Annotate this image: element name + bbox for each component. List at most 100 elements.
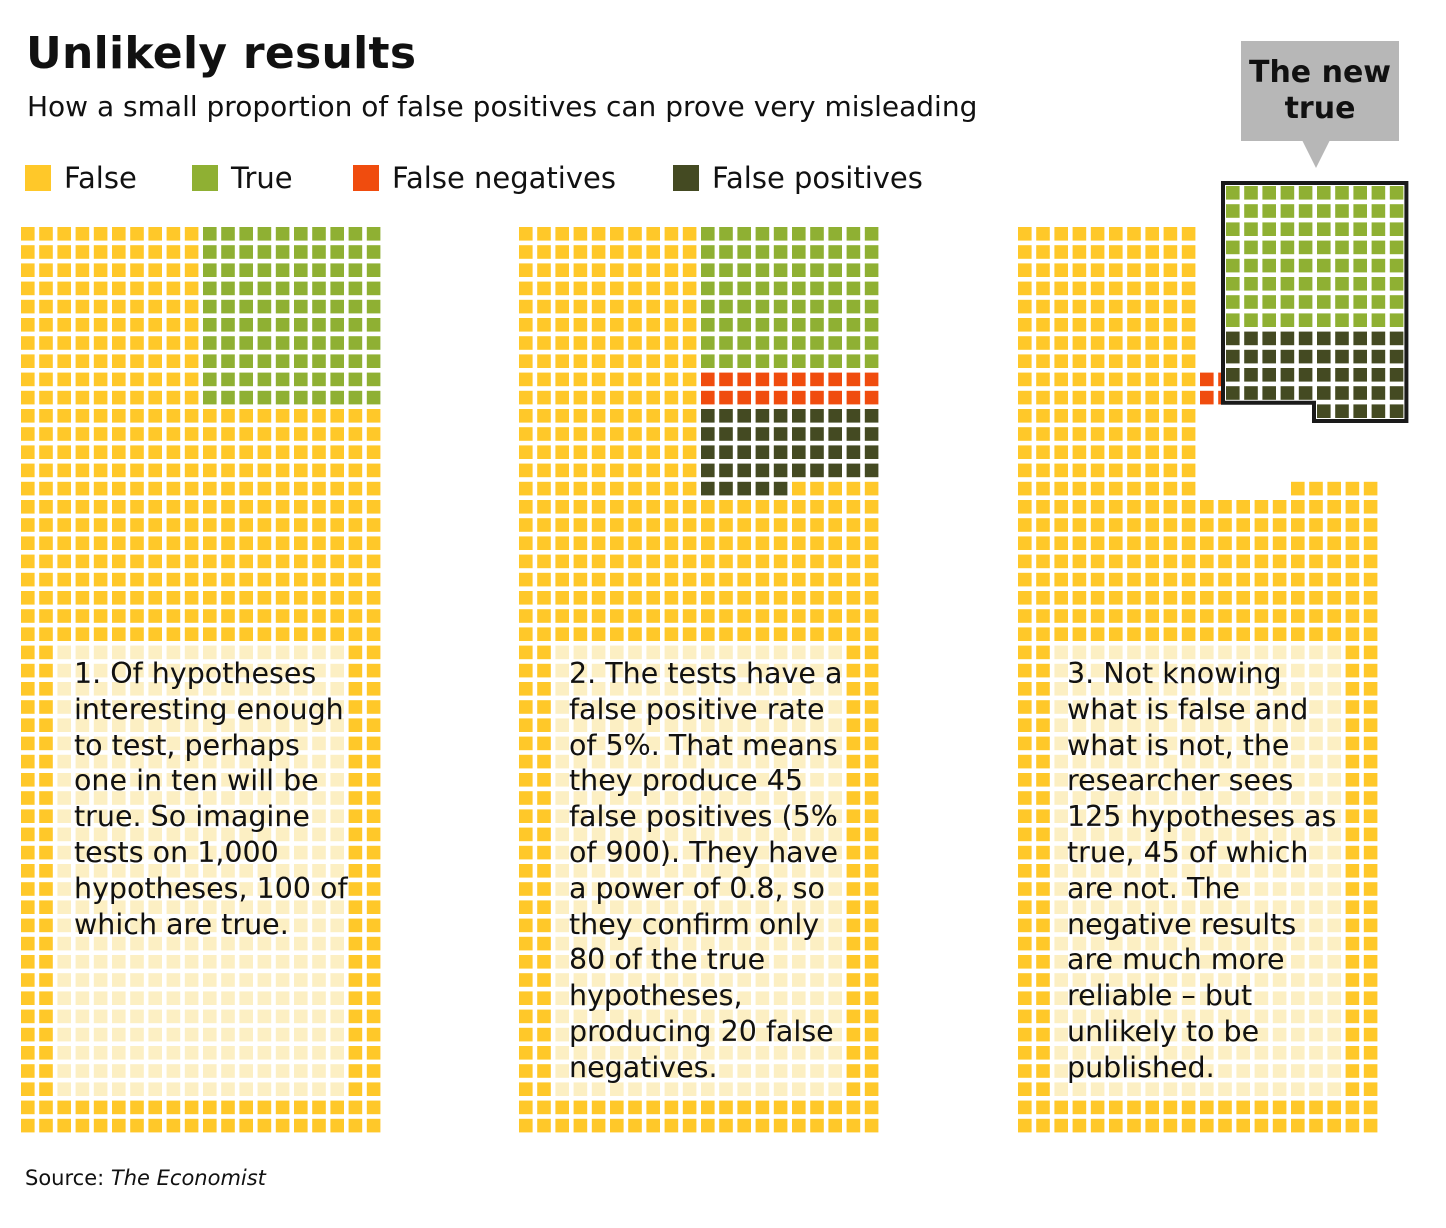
waffle-cell — [203, 318, 217, 332]
new-true-cell — [1226, 295, 1240, 309]
waffle-cell — [646, 955, 660, 969]
waffle-cell — [591, 390, 606, 405]
waffle-cell — [130, 336, 144, 350]
waffle-cell — [366, 463, 381, 478]
waffle-cell — [239, 463, 253, 478]
waffle-cell — [1163, 536, 1178, 550]
waffle-cell — [810, 227, 824, 241]
waffle-cell — [646, 754, 660, 769]
waffle-cell — [1327, 864, 1341, 878]
waffle-cell — [755, 1009, 770, 1024]
waffle-cell — [1109, 955, 1123, 969]
waffle-cell — [21, 572, 35, 587]
waffle-cell — [21, 1118, 35, 1133]
waffle-cell — [792, 463, 806, 478]
waffle-cell — [221, 845, 235, 860]
waffle-cell — [1363, 1118, 1378, 1133]
waffle-cell — [1236, 791, 1250, 805]
waffle-cell — [221, 736, 235, 751]
waffle-cell — [1254, 936, 1269, 951]
waffle-cell — [203, 1027, 217, 1042]
waffle-cell — [330, 882, 344, 896]
waffle-cell — [573, 663, 588, 678]
waffle-cell — [573, 736, 588, 751]
waffle-cell — [1145, 1100, 1159, 1115]
waffle-cell — [203, 1009, 217, 1024]
waffle-cell — [1054, 572, 1068, 587]
waffle-cell — [348, 1100, 363, 1115]
waffle-cell — [1145, 372, 1159, 387]
waffle-cell — [664, 700, 679, 714]
waffle-cell — [1181, 409, 1196, 423]
waffle-cell — [112, 318, 126, 332]
waffle-cell — [39, 809, 53, 823]
waffle-cell — [682, 299, 697, 314]
waffle-cell — [294, 918, 308, 933]
waffle-cell — [719, 1064, 733, 1078]
waffle-cell — [573, 1082, 588, 1096]
waffle-cell — [1145, 809, 1159, 823]
waffle-cell — [1200, 1082, 1214, 1096]
waffle-cell — [1127, 845, 1141, 860]
waffle-cell — [1072, 372, 1087, 387]
waffle-cell — [1200, 700, 1214, 714]
waffle-cell — [75, 481, 90, 496]
waffle-cell — [1054, 918, 1068, 933]
waffle-cell — [573, 463, 588, 478]
waffle-cell — [1181, 736, 1196, 751]
waffle-cell — [864, 591, 879, 605]
waffle-cell — [810, 754, 824, 769]
waffle-cell — [1090, 299, 1105, 314]
new-true-cell — [1389, 258, 1404, 273]
waffle-cell — [610, 227, 624, 241]
waffle-cell — [257, 1027, 272, 1042]
waffle-cell — [39, 227, 53, 241]
waffle-cell — [864, 445, 879, 459]
waffle-cell — [294, 682, 308, 696]
new-true-cell — [1371, 258, 1386, 273]
waffle-cell — [755, 591, 770, 605]
waffle-cell — [1236, 700, 1250, 714]
waffle-cell — [203, 481, 217, 496]
waffle-cell — [39, 299, 53, 314]
waffle-cell — [257, 973, 272, 987]
waffle-cell — [166, 318, 181, 332]
waffle-cell — [1127, 445, 1141, 459]
waffle-cell — [1127, 918, 1141, 933]
waffle-cell — [1272, 773, 1287, 787]
waffle-cell — [203, 991, 217, 1005]
waffle-cell — [792, 1064, 806, 1078]
waffle-cell — [366, 736, 381, 751]
waffle-cell — [1036, 936, 1050, 951]
waffle-cell — [573, 1027, 588, 1042]
waffle-cell — [130, 354, 144, 368]
waffle-cell — [203, 409, 217, 423]
waffle-cell — [275, 318, 290, 332]
waffle-cell — [1218, 663, 1232, 678]
waffle-cell — [519, 227, 533, 241]
waffle-cell — [221, 245, 235, 259]
waffle-cell — [257, 318, 272, 332]
waffle-cell — [166, 700, 181, 714]
waffle-cell — [239, 245, 253, 259]
waffle-cell — [792, 572, 806, 587]
waffle-cell — [257, 445, 272, 459]
waffle-cell — [1272, 900, 1287, 914]
waffle-cell — [1054, 991, 1068, 1005]
waffle-cell — [93, 682, 108, 696]
waffle-cell — [519, 1027, 533, 1042]
waffle-cell — [203, 372, 217, 387]
waffle-cell — [1018, 354, 1032, 368]
new-true-cell — [1317, 186, 1331, 200]
waffle-cell — [1345, 754, 1360, 769]
waffle-cell — [1163, 827, 1178, 842]
waffle-cell — [828, 1082, 842, 1096]
waffle-cell — [294, 354, 308, 368]
waffle-cell — [1363, 827, 1378, 842]
waffle-cell — [773, 390, 788, 405]
waffle-cell — [275, 500, 290, 514]
waffle-cell — [1200, 390, 1214, 405]
waffle-cell — [1018, 463, 1032, 478]
waffle-cell — [1327, 718, 1341, 732]
waffle-cell — [112, 609, 126, 623]
